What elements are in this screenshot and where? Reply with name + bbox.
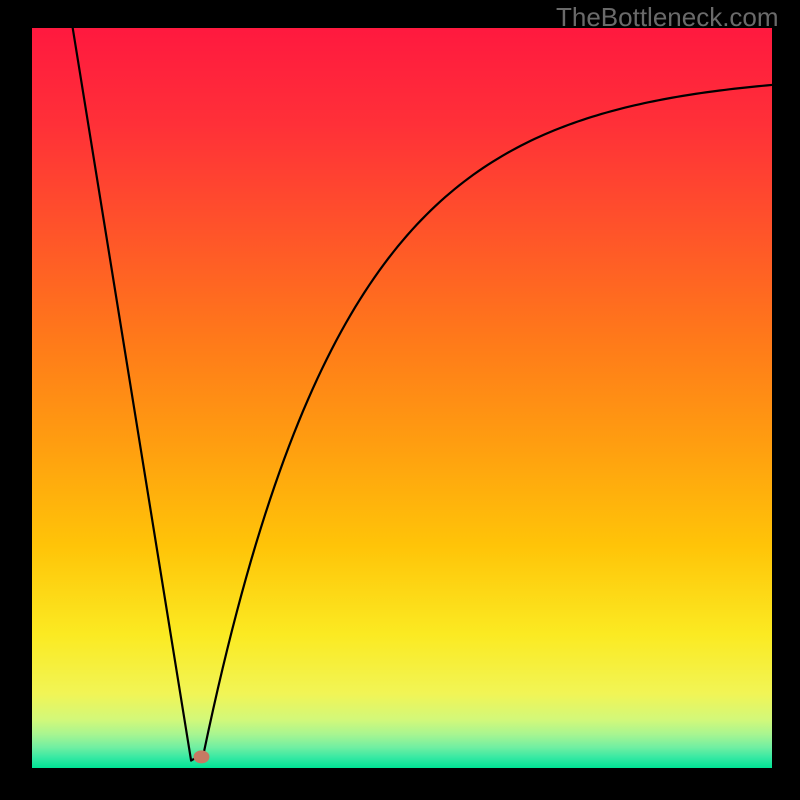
gradient-background	[32, 28, 772, 768]
chart-svg	[32, 28, 772, 768]
valley-marker	[193, 750, 209, 763]
plot-area	[32, 28, 772, 768]
